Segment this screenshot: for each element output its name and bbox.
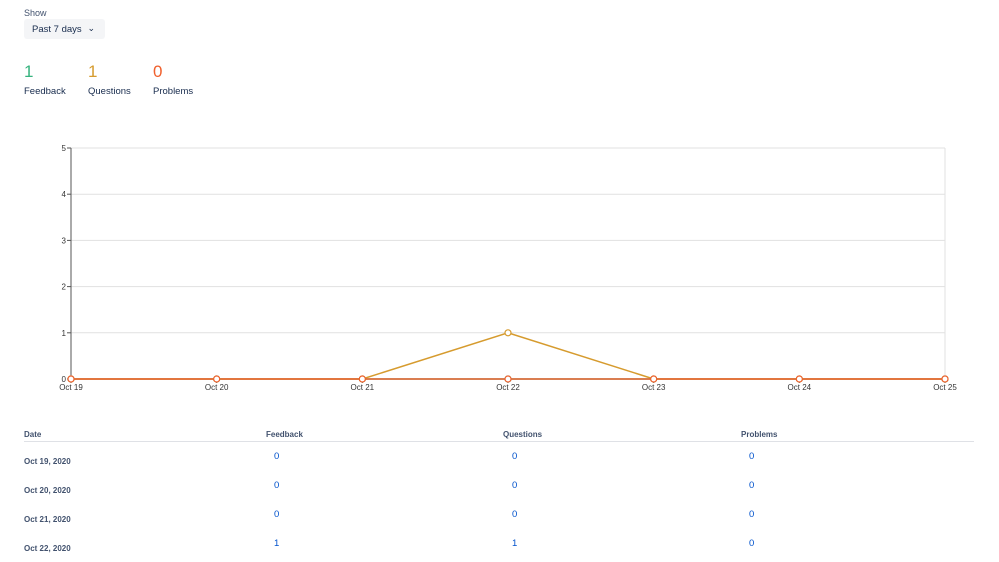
questions-count: 1	[88, 62, 98, 81]
table-header-divider	[24, 441, 974, 442]
feedback-count-link[interactable]: 0	[274, 451, 280, 462]
questions-label: Questions	[88, 86, 131, 97]
problems-count-link[interactable]: 0	[749, 480, 755, 491]
date-range-value: Past 7 days	[32, 23, 82, 35]
x-tick-label: Oct 19	[59, 383, 83, 392]
row-date: Oct 20, 2020	[24, 486, 71, 495]
y-tick-label: 4	[62, 190, 67, 199]
x-tick-label: Oct 24	[788, 383, 812, 392]
problems-label: Problems	[153, 86, 194, 97]
feedback-count: 1	[24, 62, 34, 81]
questions-stat: 1 Questions	[88, 62, 131, 97]
y-tick-label: 1	[62, 329, 67, 338]
table-header-date: Date	[24, 430, 42, 439]
chevron-down-icon: ⌄	[87, 23, 95, 33]
questions-count-link[interactable]: 0	[512, 509, 518, 520]
feedback-count-link[interactable]: 1	[274, 538, 280, 549]
y-tick-label: 3	[62, 236, 67, 245]
problems-count-link[interactable]: 0	[749, 538, 755, 549]
y-tick-label: 0	[62, 375, 67, 384]
y-tick-label: 5	[62, 144, 67, 153]
problems-stat: 0 Problems	[153, 62, 193, 97]
row-date: Oct 19, 2020	[24, 457, 71, 466]
problems-data-point	[358, 375, 366, 383]
table-header-problems: Problems	[741, 430, 778, 439]
table-header-feedback: Feedback	[266, 430, 303, 439]
problems-count-link[interactable]: 0	[749, 509, 755, 520]
problems-count: 0	[153, 62, 163, 81]
questions-data-point	[504, 329, 512, 337]
questions-series-line	[71, 332, 945, 380]
problems-data-point	[213, 375, 221, 383]
problems-data-point	[650, 375, 658, 383]
show-label: Show	[24, 8, 47, 18]
problems-data-point	[504, 375, 512, 383]
feedback-stat: 1 Feedback	[24, 62, 66, 97]
x-tick-label: Oct 22	[496, 383, 520, 392]
problems-data-point	[941, 375, 949, 383]
feedback-count-link[interactable]: 0	[274, 480, 280, 491]
x-tick-label: Oct 25	[933, 383, 957, 392]
x-tick-label: Oct 20	[205, 383, 229, 392]
x-tick-label: Oct 23	[642, 383, 666, 392]
feedback-label: Feedback	[24, 86, 66, 97]
row-date: Oct 21, 2020	[24, 515, 71, 524]
problems-count-link[interactable]: 0	[749, 451, 755, 462]
problems-data-point	[67, 375, 75, 383]
questions-count-link[interactable]: 0	[512, 451, 518, 462]
date-range-select[interactable]: Past 7 days ⌄	[24, 19, 105, 39]
feedback-count-link[interactable]: 0	[274, 509, 280, 520]
row-date: Oct 22, 2020	[24, 544, 71, 553]
problems-data-point	[795, 375, 803, 383]
line-chart: 0 1 2 3 4 5 Oct 19 Oct 20 Oct 21 Oct 22 Oct 23 Oct …	[59, 144, 957, 392]
questions-count-link[interactable]: 1	[512, 538, 518, 549]
x-tick-label: Oct 21	[351, 383, 375, 392]
questions-count-link[interactable]: 0	[512, 480, 518, 491]
table-header-questions: Questions	[503, 430, 543, 439]
y-tick-label: 2	[62, 283, 67, 292]
